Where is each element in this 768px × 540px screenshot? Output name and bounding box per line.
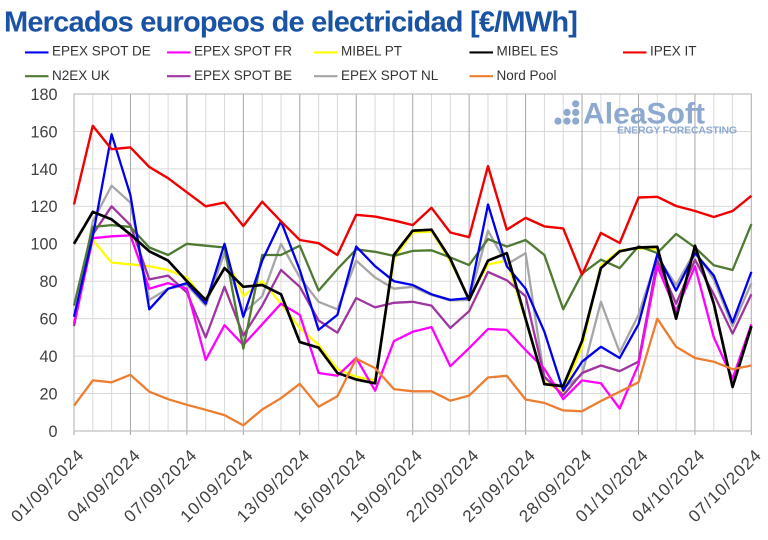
svg-text:Mercados europeos de electrici: Mercados europeos de electricidad [€/MWh… — [4, 6, 577, 38]
svg-text:140: 140 — [30, 161, 57, 179]
svg-text:20: 20 — [39, 386, 57, 404]
svg-text:EPEX SPOT BE: EPEX SPOT BE — [194, 68, 292, 83]
svg-text:MIBEL ES: MIBEL ES — [497, 44, 559, 59]
svg-text:N2EX UK: N2EX UK — [52, 68, 110, 83]
svg-text:40: 40 — [39, 348, 57, 366]
svg-text:ENERGY FORECASTING: ENERGY FORECASTING — [617, 125, 737, 137]
svg-text:EPEX SPOT FR: EPEX SPOT FR — [194, 44, 292, 59]
svg-text:120: 120 — [30, 198, 57, 216]
svg-text:EPEX SPOT NL: EPEX SPOT NL — [341, 68, 439, 83]
svg-text:IPEX IT: IPEX IT — [650, 44, 697, 59]
svg-text:160: 160 — [30, 123, 57, 141]
svg-text:0: 0 — [48, 423, 57, 441]
svg-text:AleaSoft: AleaSoft — [583, 98, 705, 131]
svg-text:180: 180 — [30, 86, 57, 104]
svg-text:60: 60 — [39, 311, 57, 329]
svg-text:100: 100 — [30, 236, 57, 254]
svg-text:EPEX SPOT DE: EPEX SPOT DE — [52, 44, 151, 59]
svg-text:80: 80 — [39, 273, 57, 291]
svg-text:MIBEL PT: MIBEL PT — [341, 44, 402, 59]
svg-text:Nord Pool: Nord Pool — [497, 68, 557, 83]
